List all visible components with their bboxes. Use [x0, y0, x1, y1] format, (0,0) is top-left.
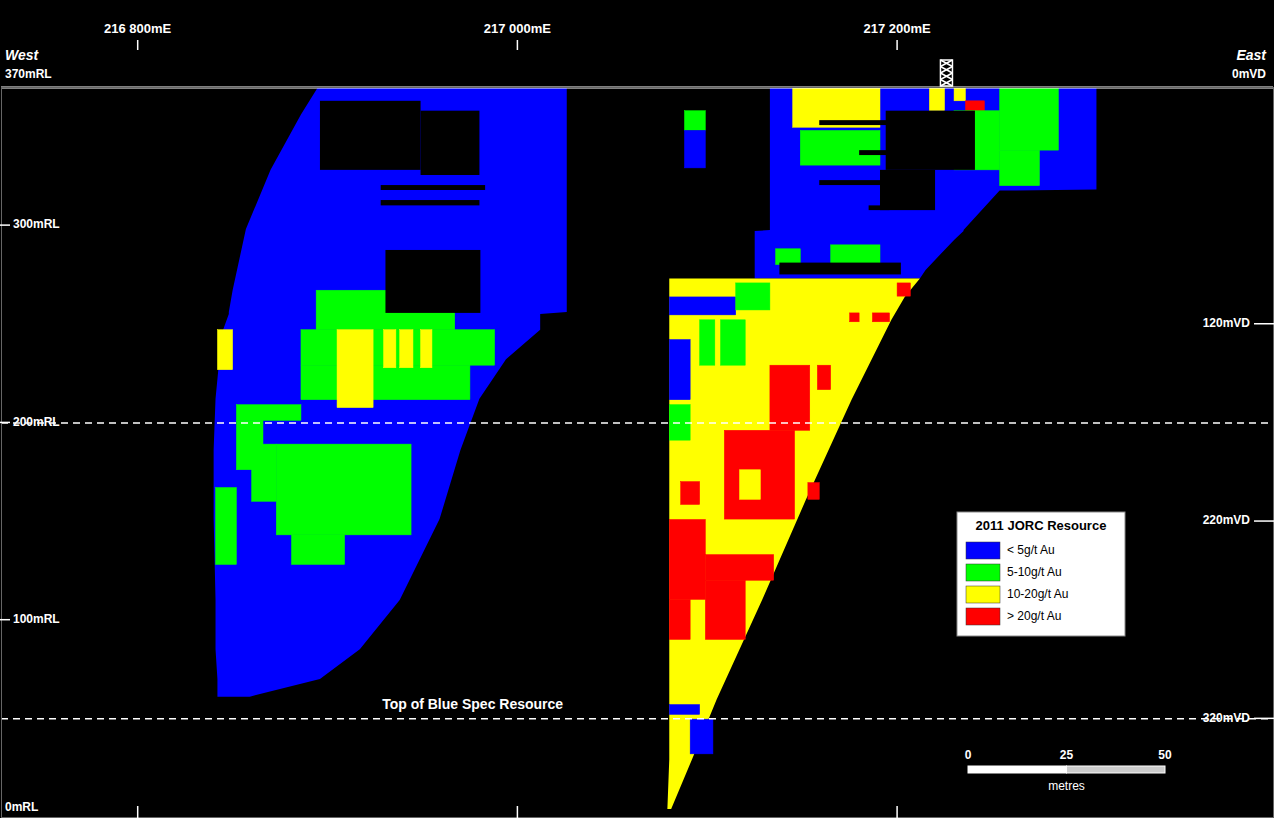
svg-text:East: East: [1236, 47, 1267, 63]
svg-text:Top of Blue Spec Resource: Top of Blue Spec Resource: [382, 696, 563, 712]
svg-text:216 800mE: 216 800mE: [104, 21, 172, 36]
svg-text:120mVD: 120mVD: [1203, 316, 1251, 330]
svg-text:320mVD: 320mVD: [1203, 711, 1251, 725]
svg-text:West: West: [5, 47, 40, 63]
svg-text:200mRL: 200mRL: [13, 415, 60, 429]
svg-text:25: 25: [1060, 748, 1074, 762]
svg-text:0mVD: 0mVD: [1232, 67, 1266, 81]
svg-text:10-20g/t Au: 10-20g/t Au: [1007, 587, 1068, 601]
svg-text:> 20g/t Au: > 20g/t Au: [1007, 609, 1061, 623]
svg-text:217 200mE: 217 200mE: [863, 21, 931, 36]
svg-text:50: 50: [1158, 748, 1172, 762]
svg-text:370mRL: 370mRL: [5, 67, 52, 81]
svg-text:0mRL: 0mRL: [5, 800, 38, 814]
svg-text:0: 0: [965, 748, 972, 762]
svg-text:220mVD: 220mVD: [1203, 513, 1251, 527]
svg-text:217 000mE: 217 000mE: [484, 21, 552, 36]
svg-text:< 5g/t Au: < 5g/t Au: [1007, 543, 1055, 557]
svg-text:300mRL: 300mRL: [13, 217, 60, 231]
svg-text:metres: metres: [1048, 779, 1085, 793]
svg-text:5-10g/t Au: 5-10g/t Au: [1007, 565, 1062, 579]
svg-text:100mRL: 100mRL: [13, 612, 60, 626]
svg-text:2011 JORC Resource: 2011 JORC Resource: [976, 518, 1107, 533]
